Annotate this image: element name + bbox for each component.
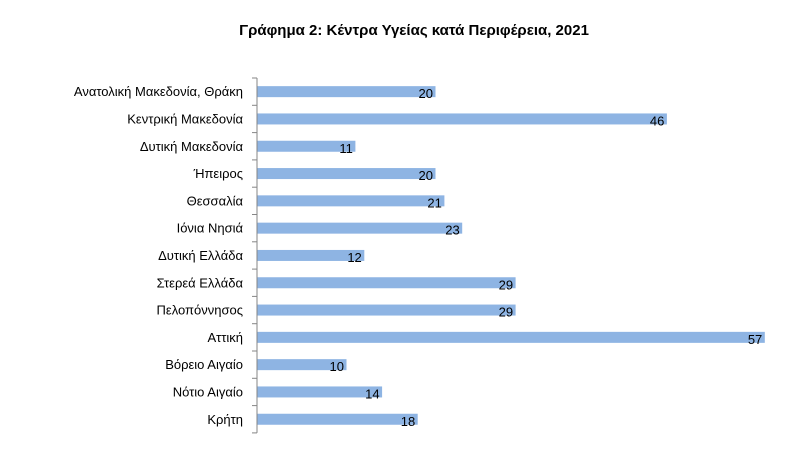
bar [257, 249, 365, 261]
category-label: Θεσσαλία [187, 193, 244, 208]
category-label: Ήπειρος [193, 166, 243, 181]
data-label: 21 [427, 195, 441, 210]
data-label: 57 [748, 332, 762, 347]
category-label: Κρήτη [207, 412, 243, 427]
data-label: 14 [365, 386, 379, 401]
bar [257, 277, 516, 289]
category-label: Στερεά Ελλάδα [157, 275, 244, 290]
bar [257, 113, 667, 125]
data-label: 23 [445, 223, 459, 238]
data-label: 29 [499, 305, 513, 320]
bar [257, 331, 765, 343]
category-labels: Ανατολική Μακεδονία, Θράκη Κεντρική Μακεδ… [74, 84, 244, 427]
category-label: Αττική [207, 330, 243, 345]
category-axis [252, 77, 258, 434]
bar [257, 86, 436, 98]
data-label: 12 [347, 250, 361, 265]
category-label: Ιόνια Νησιά [177, 221, 244, 236]
chart-title: Γράφημα 2: Κέντρα Υγείας κατά Περιφέρεια… [239, 22, 589, 39]
data-label: 46 [650, 113, 664, 128]
category-label: Ανατολική Μακεδονία, Θράκη [74, 84, 243, 99]
category-label: Κεντρική Μακεδονία [127, 111, 243, 126]
data-label: 20 [419, 168, 433, 183]
bar [257, 386, 383, 398]
bars [257, 86, 765, 425]
bar [257, 359, 347, 371]
data-label: 29 [499, 277, 513, 292]
bar [257, 304, 516, 316]
data-label: 18 [401, 414, 415, 429]
bar [257, 168, 436, 180]
data-labels: 20 46 11 20 21 23 12 29 29 57 10 14 18 [330, 86, 763, 429]
bar [257, 413, 418, 425]
bar [257, 140, 356, 152]
bar [257, 222, 463, 234]
data-label: 11 [339, 141, 353, 156]
category-label: Δυτική Μακεδονία [140, 139, 244, 154]
bar [257, 195, 445, 207]
data-label: 10 [330, 359, 344, 374]
category-label: Δυτική Ελλάδα [158, 248, 243, 263]
category-label: Βόρειο Αιγαίο [165, 357, 243, 372]
category-label: Νότιο Αιγαίο [173, 384, 243, 399]
data-label: 20 [419, 86, 433, 101]
category-label: Πελοπόννησος [157, 303, 243, 318]
